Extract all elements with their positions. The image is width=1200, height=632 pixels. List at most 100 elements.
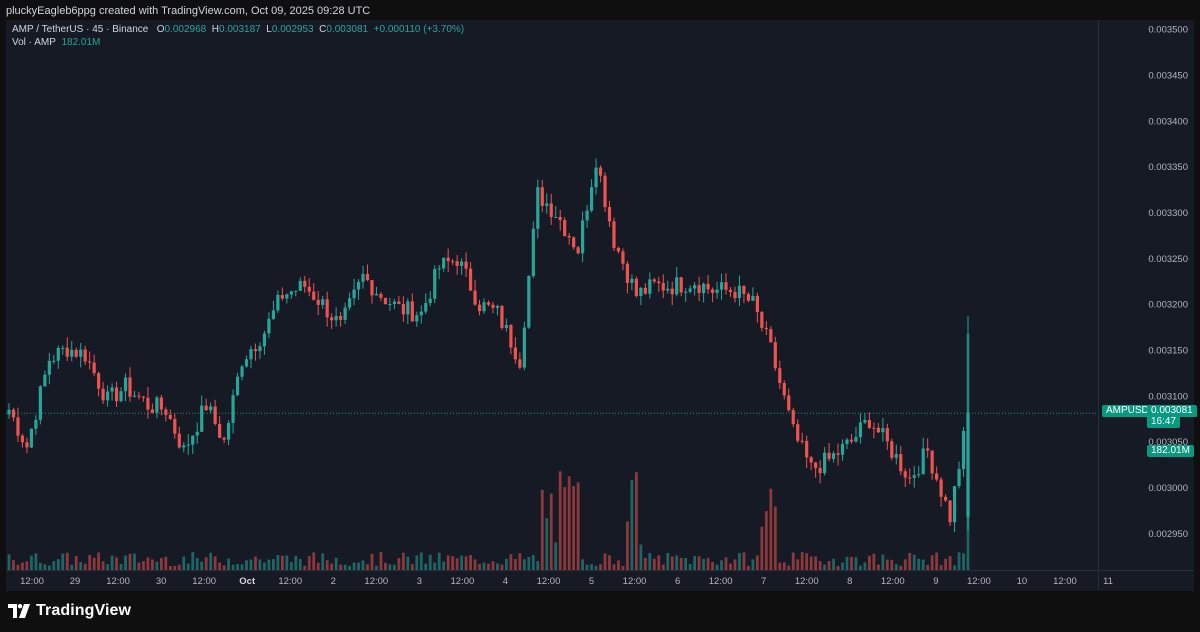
- y-tick-label: 0.003350: [1148, 162, 1188, 173]
- candle-body: [218, 423, 222, 438]
- volume-bar: [352, 562, 356, 570]
- candle-body: [894, 454, 898, 458]
- candle-body: [200, 405, 204, 432]
- candle-body: [625, 263, 630, 283]
- candle-body: [572, 237, 576, 248]
- candle-body: [581, 220, 585, 254]
- volume-bar: [263, 562, 266, 570]
- candle-body: [688, 288, 692, 292]
- candle-body: [285, 294, 289, 299]
- volume-bar: [473, 559, 477, 570]
- volume-bar: [218, 562, 222, 570]
- volume-bar: [25, 561, 29, 570]
- volume-bar: [522, 559, 526, 570]
- volume-bar: [576, 482, 580, 570]
- x-tick-label: 5: [589, 576, 594, 587]
- candle-body: [751, 295, 755, 301]
- volume-bar: [688, 564, 692, 570]
- volume-bar: [258, 559, 262, 570]
- x-tick-label: 12:00: [709, 576, 733, 587]
- candle-body: [527, 275, 531, 328]
- volume-bar: [343, 564, 347, 570]
- volume-bar: [939, 565, 943, 570]
- candle-body: [383, 297, 388, 305]
- candle-body: [710, 289, 715, 293]
- volume-bar: [791, 552, 795, 570]
- candle-body: [921, 448, 925, 475]
- volume-bar: [921, 559, 925, 570]
- candle-body: [755, 295, 759, 313]
- x-tick-label: 10: [1017, 576, 1028, 587]
- volume-bar: [164, 556, 168, 570]
- volume-bar: [868, 555, 871, 570]
- candle-body: [137, 395, 141, 397]
- x-tick-label: 12:00: [967, 576, 991, 587]
- volume-bar: [410, 564, 414, 570]
- volume-bar: [97, 552, 101, 570]
- x-tick-label: 12:00: [537, 576, 561, 587]
- chart-area[interactable]: 0.003500 0.003450 0.003400 0.003350 0.003300…: [6, 20, 1194, 591]
- volume-bar: [397, 558, 401, 570]
- candle-body: [424, 303, 428, 312]
- candle-body: [168, 414, 172, 419]
- x-tick-label: 12:00: [451, 576, 475, 587]
- plot-background: [6, 20, 1194, 591]
- volume-bar: [809, 556, 813, 570]
- candle-body: [105, 391, 110, 401]
- candle-body: [191, 435, 195, 445]
- volume-bar: [962, 553, 965, 570]
- volume-bar: [21, 562, 24, 570]
- volume-bar: [742, 552, 746, 570]
- candle-body: [697, 285, 701, 294]
- volume-bar: [567, 476, 571, 570]
- volume-bar: [733, 559, 737, 570]
- candle-body: [742, 285, 746, 295]
- candle-body: [392, 301, 396, 305]
- volume-bar: [285, 555, 289, 570]
- x-tick-label: 3: [417, 576, 422, 587]
- legend-high: 0.003187: [219, 24, 261, 35]
- candle-body: [155, 397, 159, 413]
- volume-bar: [652, 558, 656, 570]
- tradingview-logo[interactable]: TradingView: [8, 602, 131, 620]
- price-chart[interactable]: 0.003500 0.003450 0.003400 0.003350 0.003300…: [6, 20, 1194, 591]
- candle-body: [782, 383, 786, 396]
- volume-bar: [885, 559, 889, 570]
- candle-body: [912, 475, 916, 478]
- y-tick-label: 0.003250: [1148, 254, 1188, 265]
- volume-bar: [34, 553, 38, 570]
- legend-open-label: O: [156, 24, 165, 35]
- candle-body: [733, 291, 737, 299]
- candle-body: [876, 427, 880, 433]
- candle-body: [670, 288, 674, 295]
- candle-body: [545, 203, 549, 206]
- candle-body: [881, 428, 885, 433]
- volume-bar: [666, 552, 670, 570]
- volume-bar: [271, 559, 275, 570]
- candle-body: [903, 471, 907, 478]
- candle-body: [943, 496, 948, 501]
- candle-body: [563, 220, 567, 236]
- legend-high-label: H: [211, 24, 220, 35]
- volume-bar: [124, 555, 127, 570]
- candle-body: [612, 221, 616, 248]
- volume-bar: [841, 562, 844, 570]
- volume-bar: [428, 554, 432, 570]
- volume-bar: [442, 561, 446, 570]
- volume-bar: [276, 555, 280, 570]
- volume-bar: [321, 553, 325, 570]
- volume-bar: [796, 559, 800, 570]
- volume-bar: [195, 558, 199, 570]
- volume-bar: [303, 565, 307, 570]
- volume-bar: [715, 564, 719, 570]
- volume-bar: [312, 552, 316, 570]
- volume-bar: [966, 334, 970, 570]
- volume-bar: [818, 561, 822, 570]
- candle-body: [307, 286, 311, 292]
- candle-body: [410, 301, 414, 322]
- candle-body: [634, 278, 638, 296]
- volume-bar: [375, 565, 378, 570]
- volume-bar: [366, 564, 369, 570]
- volume-bar: [330, 563, 334, 570]
- volume-bar: [513, 558, 517, 570]
